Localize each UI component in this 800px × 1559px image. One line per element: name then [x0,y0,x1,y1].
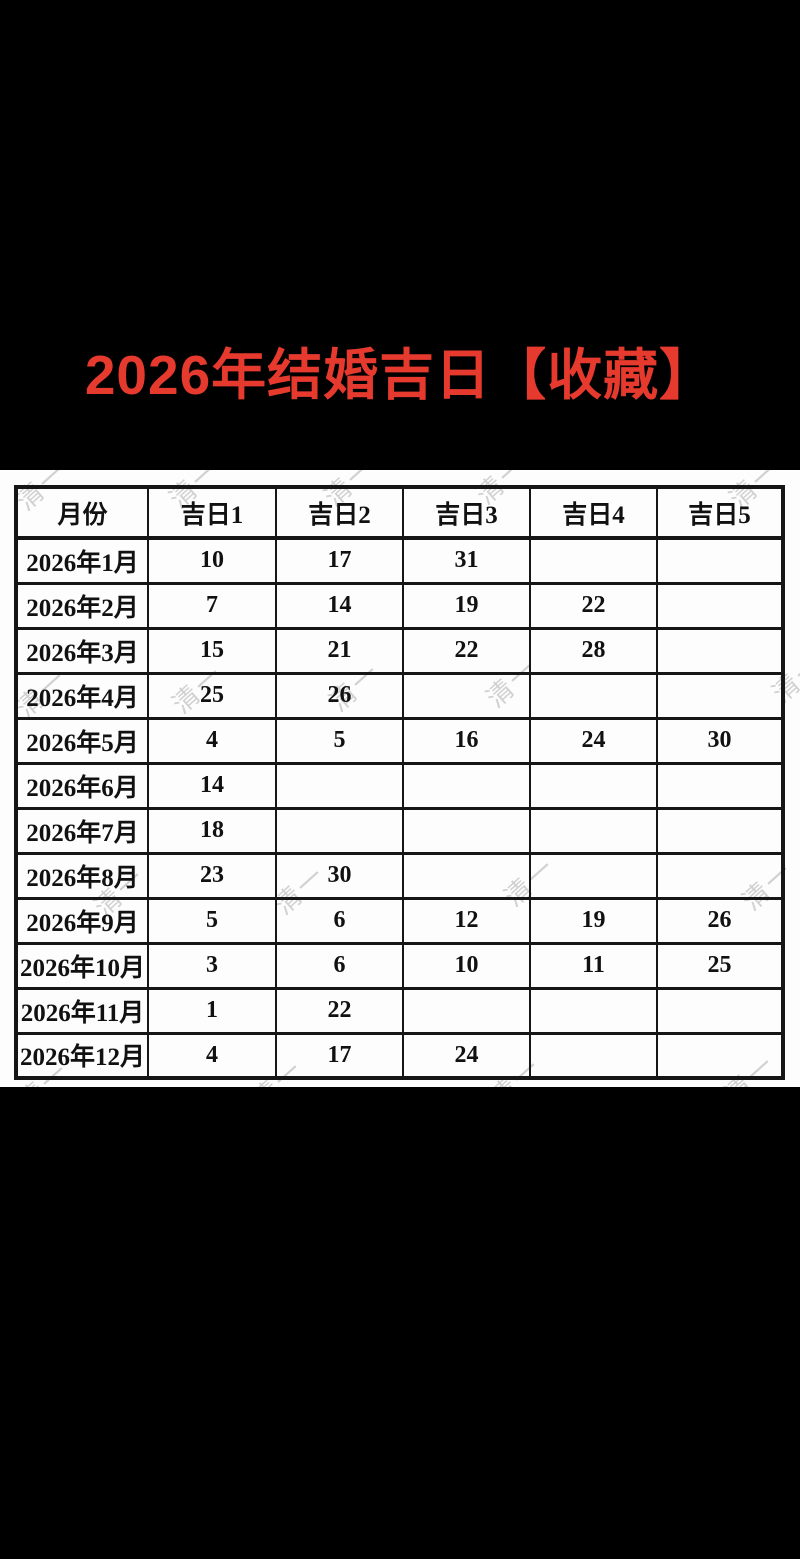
table-row: 2026年8月 23 30 [15,851,784,900]
day-cell: 16 [402,716,531,765]
day-cell: 31 [402,536,531,585]
day-cell: 30 [275,851,404,900]
header-day3: 吉日3 [402,486,531,540]
day-cell [656,1031,784,1080]
day-cell: 7 [147,581,277,630]
month-cell: 2026年2月 [15,581,149,630]
month-cell: 2026年6月 [15,761,149,810]
day-cell: 14 [275,581,404,630]
table-row: 2026年10月 3 6 10 11 25 [15,941,784,990]
day-cell: 21 [275,626,404,675]
header-day2: 吉日2 [275,486,404,540]
day-cell [656,626,784,675]
day-cell: 26 [275,671,404,720]
month-cell: 2026年3月 [15,626,149,675]
day-cell: 5 [275,716,404,765]
day-cell: 19 [402,581,531,630]
month-cell: 2026年7月 [15,806,149,855]
day-cell: 6 [275,896,404,945]
header-day1: 吉日1 [147,486,277,540]
day-cell: 22 [275,986,404,1035]
table-row: 2026年4月 25 26 [15,671,784,720]
day-cell [656,986,784,1035]
day-cell: 22 [529,581,658,630]
day-cell [275,806,404,855]
month-cell: 2026年11月 [15,986,149,1035]
header-day5: 吉日5 [656,486,784,540]
header-month: 月份 [15,486,149,540]
page-title: 2026年结婚吉日【收藏】 [84,344,716,406]
month-cell: 2026年4月 [15,671,149,720]
day-cell [529,1031,658,1080]
day-cell: 19 [529,896,658,945]
table-row: 2026年7月 18 [15,806,784,855]
table-row: 2026年9月 5 6 12 19 26 [15,896,784,945]
day-cell [402,671,531,720]
table-row: 2026年5月 4 5 16 24 30 [15,716,784,765]
day-cell: 24 [402,1031,531,1080]
day-cell: 23 [147,851,277,900]
day-cell: 26 [656,896,784,945]
day-cell [529,761,658,810]
day-cell: 10 [402,941,531,990]
day-cell: 17 [275,536,404,585]
day-cell [402,761,531,810]
day-cell [656,581,784,630]
month-cell: 2026年10月 [15,941,149,990]
month-cell: 2026年12月 [15,1031,149,1080]
day-cell: 14 [147,761,277,810]
month-cell: 2026年5月 [15,716,149,765]
day-cell [656,806,784,855]
table-row: 2026年3月 15 21 22 28 [15,626,784,675]
day-cell: 25 [656,941,784,990]
header-day4: 吉日4 [529,486,658,540]
day-cell: 15 [147,626,277,675]
day-cell: 6 [275,941,404,990]
day-cell [656,671,784,720]
day-cell [402,986,531,1035]
day-cell: 28 [529,626,658,675]
day-cell: 18 [147,806,277,855]
day-cell: 10 [147,536,277,585]
day-cell: 30 [656,716,784,765]
day-cell [402,806,531,855]
day-cell [656,536,784,585]
table-row: 2026年12月 4 17 24 [15,1031,784,1080]
day-cell [529,671,658,720]
day-cell [656,851,784,900]
month-cell: 2026年8月 [15,851,149,900]
day-cell: 12 [402,896,531,945]
day-cell [656,761,784,810]
table-row: 2026年6月 14 [15,761,784,810]
day-cell [529,536,658,585]
auspicious-days-table: 月份 吉日1 吉日2 吉日3 吉日4 吉日5 2026年1月 10 17 31 [14,485,785,1080]
day-cell: 5 [147,896,277,945]
day-cell: 4 [147,716,277,765]
day-cell: 25 [147,671,277,720]
day-cell: 3 [147,941,277,990]
day-cell: 17 [275,1031,404,1080]
day-cell: 11 [529,941,658,990]
calendar-sheet: 清一 清一 清一 清一 清一 清一 清一 清一 清一 清一 清一 清一 清一 清一 清一 清一 清一 清一 月份 … [0,470,800,1087]
day-cell [275,761,404,810]
table-row: 2026年2月 7 14 19 22 [15,581,784,630]
table-header-row: 月份 吉日1 吉日2 吉日3 吉日4 吉日5 [15,486,784,540]
day-cell [402,851,531,900]
day-cell [529,806,658,855]
day-cell: 22 [402,626,531,675]
table-row: 2026年1月 10 17 31 [15,536,784,585]
day-cell [529,986,658,1035]
day-cell: 1 [147,986,277,1035]
day-cell: 4 [147,1031,277,1080]
month-cell: 2026年1月 [15,536,149,585]
day-cell [529,851,658,900]
month-cell: 2026年9月 [15,896,149,945]
table-row: 2026年11月 1 22 [15,986,784,1035]
day-cell: 24 [529,716,658,765]
